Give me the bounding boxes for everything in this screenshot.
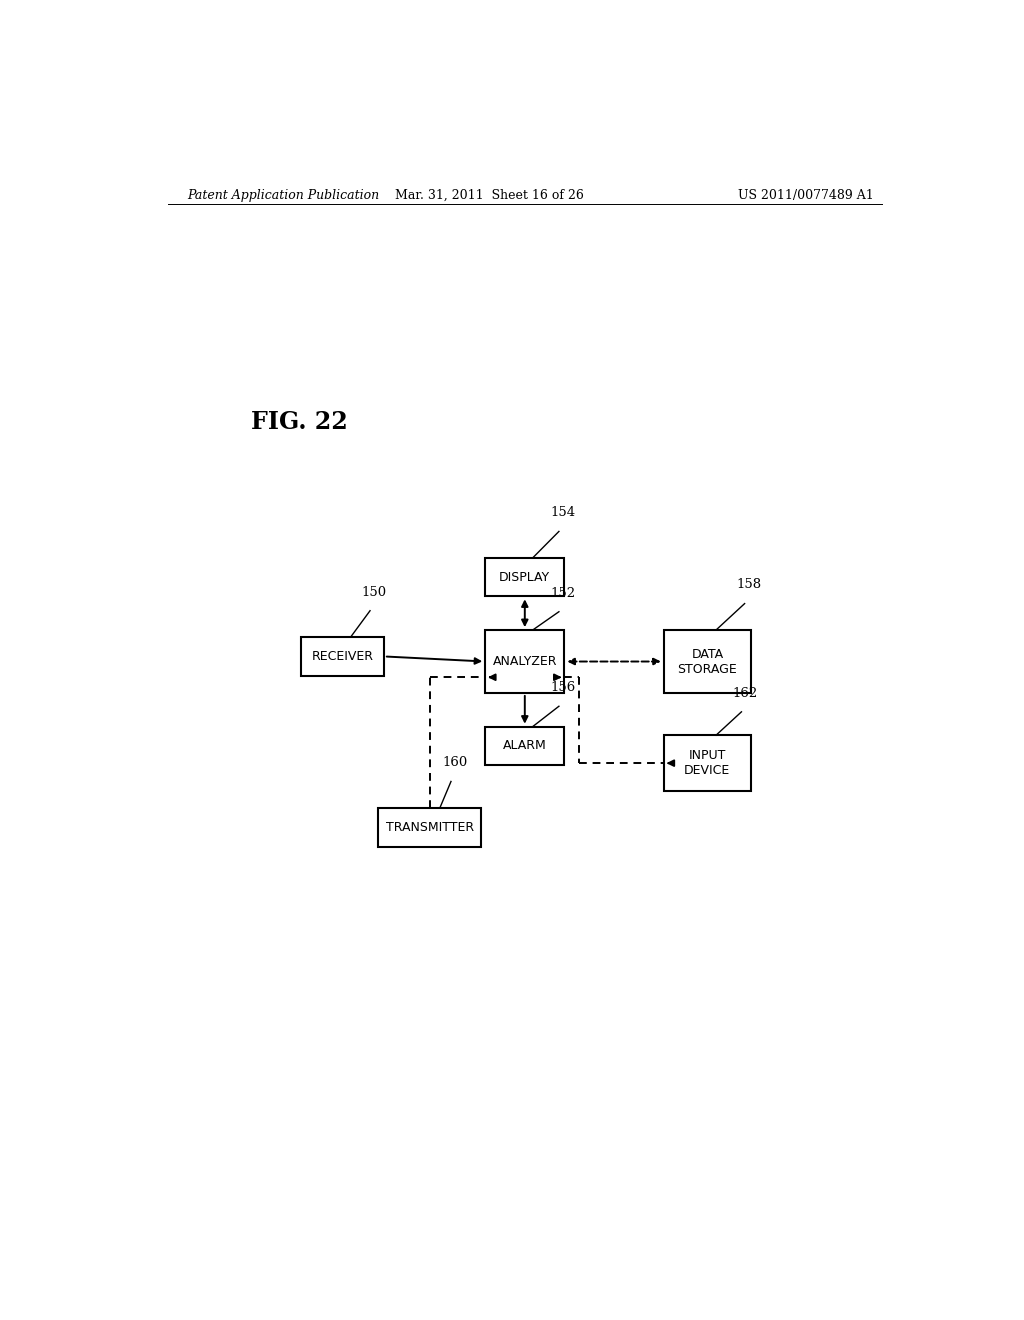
Bar	[664, 630, 751, 693]
Text: 158: 158	[736, 578, 761, 591]
Text: RECEIVER: RECEIVER	[311, 649, 374, 663]
Text: ALARM: ALARM	[503, 739, 547, 752]
Text: 152: 152	[550, 586, 575, 599]
Text: INPUT
DEVICE: INPUT DEVICE	[684, 750, 730, 777]
Text: 156: 156	[550, 681, 575, 694]
Text: DATA
STORAGE: DATA STORAGE	[678, 648, 737, 676]
Text: DISPLAY: DISPLAY	[500, 570, 550, 583]
Text: US 2011/0077489 A1: US 2011/0077489 A1	[738, 189, 873, 202]
Text: Mar. 31, 2011  Sheet 16 of 26: Mar. 31, 2011 Sheet 16 of 26	[394, 189, 584, 202]
Bar	[485, 726, 564, 766]
Text: ANALYZER: ANALYZER	[493, 655, 557, 668]
Text: 160: 160	[442, 756, 468, 770]
Bar	[301, 638, 384, 676]
Text: Patent Application Publication: Patent Application Publication	[187, 189, 380, 202]
Text: TRANSMITTER: TRANSMITTER	[385, 821, 474, 834]
Bar	[664, 735, 751, 791]
Bar	[485, 558, 564, 597]
Text: FIG. 22: FIG. 22	[251, 411, 348, 434]
Bar	[485, 630, 564, 693]
Text: 162: 162	[733, 686, 758, 700]
Bar	[378, 808, 481, 846]
Text: 154: 154	[550, 507, 575, 519]
Text: 150: 150	[361, 586, 387, 598]
